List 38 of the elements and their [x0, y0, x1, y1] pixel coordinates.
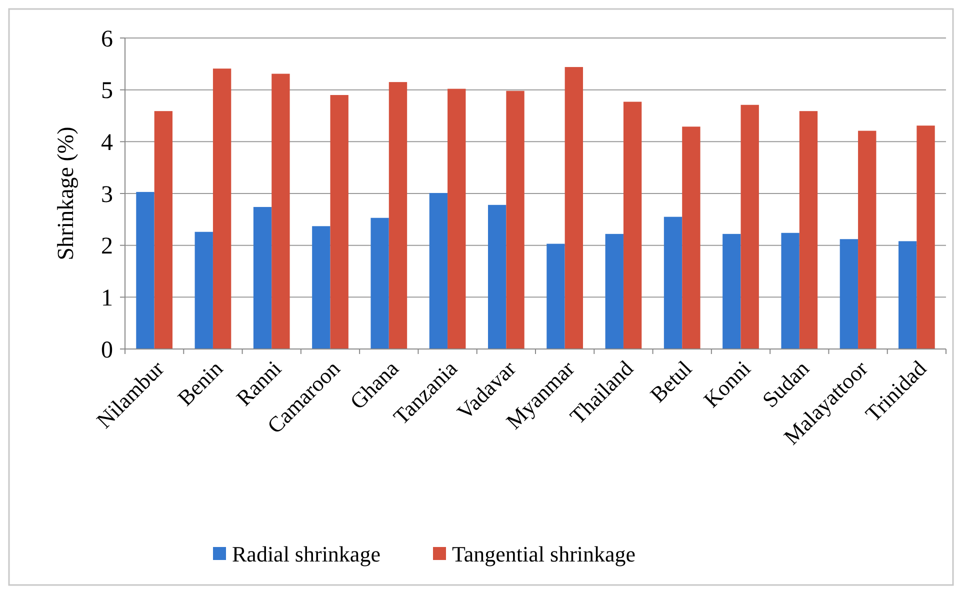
legend-label: Tangential shrinkage	[452, 542, 636, 567]
bar	[840, 239, 858, 349]
bar	[858, 130, 876, 349]
y-tick-label: 4	[101, 130, 113, 156]
bar	[154, 111, 172, 349]
y-tick-label: 6	[101, 26, 113, 52]
bar	[546, 244, 565, 349]
y-axis-title: Shrinkage (%)	[53, 126, 78, 260]
bar	[916, 126, 935, 349]
bar	[488, 204, 506, 349]
bar	[330, 95, 348, 349]
y-tick-label: 0	[101, 337, 113, 364]
bar	[564, 67, 583, 349]
y-tick-label: 2	[101, 234, 113, 260]
bar	[212, 68, 232, 349]
bar	[605, 234, 624, 349]
y-tick-label: 3	[101, 182, 113, 208]
bar	[799, 111, 818, 349]
bar	[429, 192, 448, 349]
bar	[682, 126, 700, 349]
bar	[506, 90, 524, 349]
bar	[722, 234, 741, 349]
y-tick-label: 1	[101, 286, 113, 312]
y-tick-label: 5	[101, 78, 113, 104]
bar	[312, 226, 330, 349]
bar	[388, 82, 408, 349]
bar	[272, 74, 290, 349]
bar	[194, 232, 213, 349]
bar	[898, 241, 917, 349]
bar	[664, 216, 682, 349]
bar	[370, 218, 389, 349]
bar	[740, 104, 759, 349]
bar	[781, 232, 800, 349]
bar	[253, 206, 272, 349]
bar	[623, 102, 642, 349]
legend-label: Radial shrinkage	[232, 542, 380, 567]
bar	[448, 88, 466, 349]
bar	[136, 192, 154, 349]
